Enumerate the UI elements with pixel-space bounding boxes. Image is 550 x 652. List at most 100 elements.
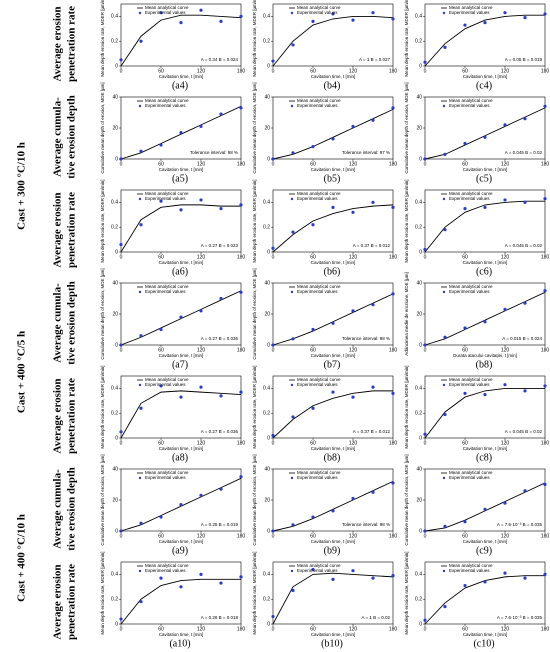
mean-curve [272,15,394,67]
experimental-point [463,326,467,330]
x-tick-label: 0 [272,161,275,167]
annotation: A = 0.26 B = 0.018 [201,615,239,620]
experimental-point [331,390,335,394]
annotation: Tolerance interval: 98 % [342,522,390,527]
x-tick-label: 0 [120,68,123,74]
y-tick-label: 0.2 [111,411,118,417]
panel-label: (a8) [172,452,188,463]
row-label: Average erosion [52,6,64,81]
experimental-point [483,21,487,25]
experimental-point [503,501,507,505]
panel-label: (c5) [476,173,492,184]
experimental-point [523,301,527,305]
x-tick-label: 0 [424,161,427,167]
x-axis-label: Cavitation time, t [min] [311,260,356,265]
experimental-point [271,157,275,161]
panel: 0 60 120 180 0 20 40 Cavitation time, t [min] Cu… [252,82,397,184]
y-tick-label: 0 [115,435,118,441]
annotation: A = 1 B = 0.027 [359,57,391,62]
row-label: tive erosion depth [66,281,78,365]
y-tick-label: 40 [112,466,118,472]
experimental-point [139,600,143,604]
experimental-point [239,475,243,479]
legend-marker [138,104,142,108]
y-axis-label: Cumulative mean depth of erosion, MDE [µ… [404,82,409,173]
experimental-point [271,246,275,250]
mean-curve [120,204,241,253]
mean-curve [272,390,393,439]
plot-frame [120,561,242,625]
experimental-point [351,309,355,313]
experimental-point [351,210,355,214]
experimental-point [199,385,203,389]
experimental-point [219,296,223,301]
x-axis-label: Cavitation time, t [min] [159,632,204,637]
experimental-point [543,12,547,16]
legend-label: Experimental values [449,10,490,15]
experimental-point [351,18,355,22]
y-tick-label: 0.2 [263,597,270,603]
plot-frame [272,189,394,253]
x-axis-label: Cavitation time, t [min] [311,353,356,358]
x-tick-label: 120 [501,254,510,260]
legend-label: Experimental values [145,196,186,201]
legend-label: Experimental values [449,196,490,201]
x-tick-label: 60 [310,626,316,632]
plot-frame [272,561,394,625]
experimental-point [391,205,395,209]
y-tick-label: 0 [419,435,422,441]
experimental-point [239,575,243,579]
experimental-point [371,490,375,494]
experimental-point [483,393,487,397]
experimental-point [331,509,335,513]
panel-label: (b10) [321,638,343,649]
experimental-point [179,503,183,507]
experimental-point [199,8,203,12]
legend-marker [290,476,294,480]
experimental-point [239,106,243,110]
mean-curve [272,204,394,253]
experimental-point [391,17,395,21]
panel: 0 60 120 180 0 20 40 Durata atacului cavitaţiei… [404,272,549,370]
x-tick-label: 120 [501,626,510,632]
experimental-point [483,580,487,584]
annotation: A = 0.045 B = 0.02 [505,243,543,248]
experimental-point [219,112,223,116]
legend-label: Experimental values [449,103,490,108]
y-axis-label: Mean depth erosion rate, MDER [µm/min] [252,0,257,77]
experimental-point [119,430,123,434]
annotation: A = 0.34 B = 0.024 [201,57,239,62]
experimental-point [291,523,295,527]
x-tick-label: 0 [272,68,275,74]
experimental-point [291,415,295,419]
panel-label: (b4) [324,80,341,91]
y-axis-label: Mean depth erosion rate, MDER [µm/min] [100,0,105,77]
plot-frame [424,3,546,67]
x-tick-label: 120 [197,533,206,539]
legend-label: Mean analytical curve [145,191,189,196]
plot-frame [272,375,394,439]
legend-marker [442,569,446,573]
y-tick-label: 0 [115,156,118,162]
experimental-point [199,198,203,202]
y-tick-label: 20 [112,497,118,503]
experimental-point [291,337,295,341]
experimental-point [291,43,295,47]
row-label: Average erosion [52,192,64,267]
y-tick-label: 0 [419,249,422,255]
experimental-point [483,205,487,209]
x-axis-label: Cavitation time, t [min] [159,260,204,265]
x-tick-label: 120 [349,161,358,167]
experimental-point [159,327,163,332]
panel-label: (a10) [169,638,190,649]
x-tick-label: 120 [349,347,358,353]
x-tick-label: 180 [541,161,550,167]
x-tick-label: 180 [541,440,550,446]
y-tick-label: 0.2 [111,597,118,603]
legend-marker [290,104,294,108]
panel-label: (b9) [324,545,341,556]
x-tick-label: 120 [349,626,358,632]
legend-label: Mean analytical curve [145,377,189,382]
y-axis-label: Mean depth erosion rate, MDER [µm/min] [100,551,105,634]
y-axis-label: Mean depth erosion rate, MDER [µm/min] [100,179,105,262]
